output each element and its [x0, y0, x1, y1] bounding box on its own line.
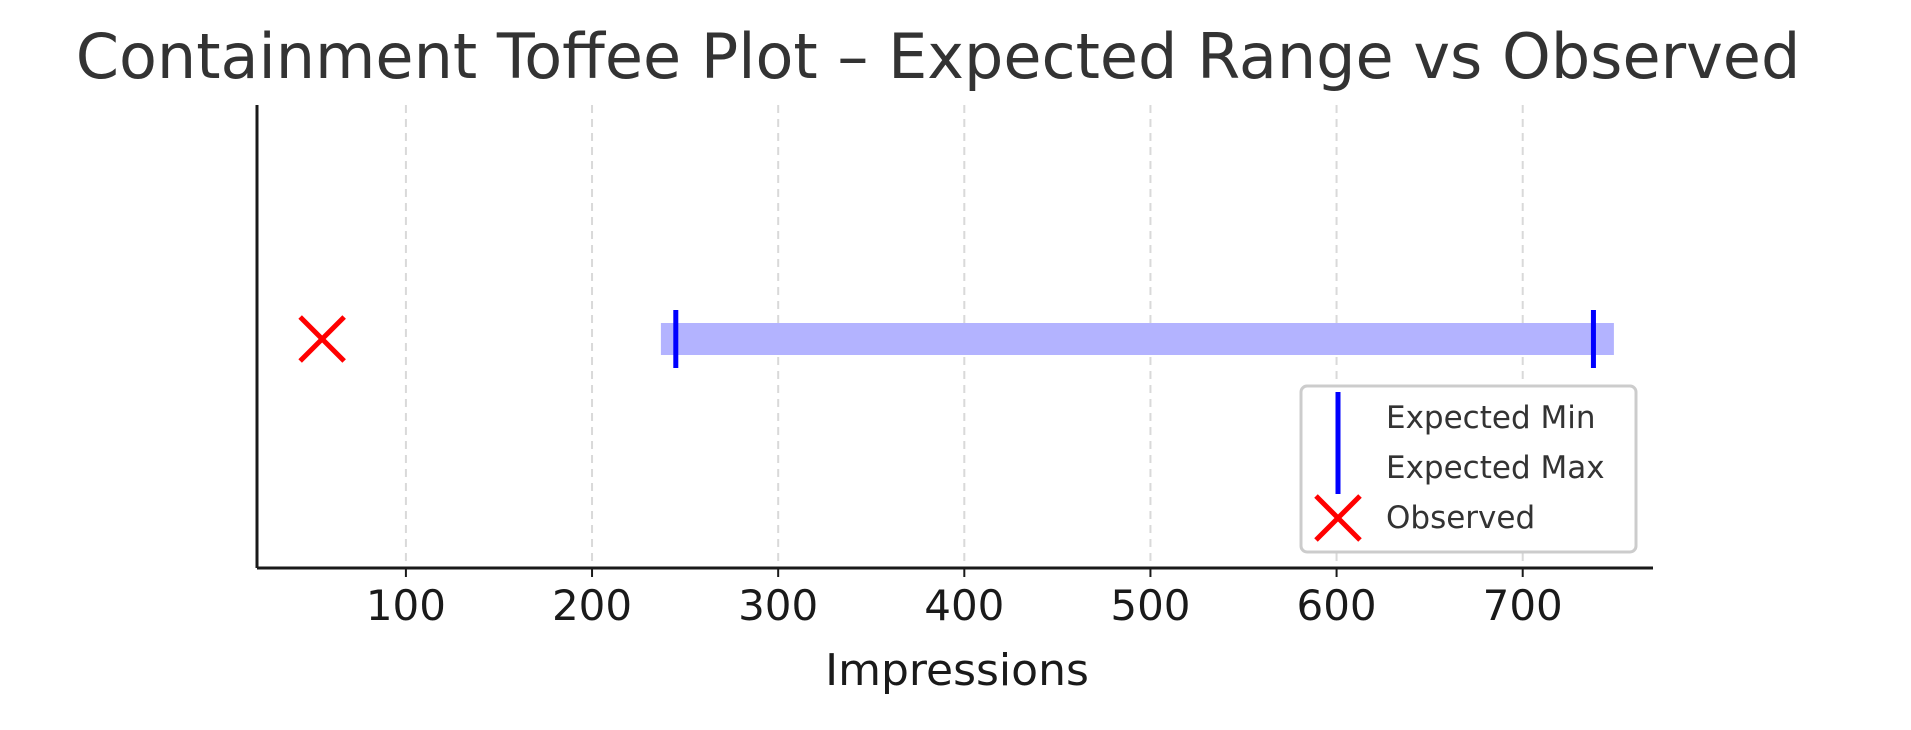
x-tick-label: 300: [738, 581, 818, 630]
x-tick-label: 100: [366, 581, 446, 630]
legend-box: [1299, 384, 1638, 554]
expected-range-band: [660, 323, 1614, 355]
legend: Expected Min Expected Max Observed: [1299, 384, 1638, 554]
x-tick-label: 600: [1296, 581, 1376, 630]
legend-label: Observed: [1386, 500, 1535, 536]
expected-range-band-group: [660, 323, 1614, 355]
x-tick-label: 700: [1483, 581, 1563, 630]
legend-label: Expected Min: [1386, 400, 1596, 436]
axes: [255, 105, 1653, 570]
chart-title: Containment Toffee Plot – Expected Range…: [76, 20, 1801, 93]
x-tick-label: 500: [1110, 581, 1190, 630]
data-marks: [298, 310, 1596, 368]
x-ticks: 100 200 300 400 500 600 700: [366, 568, 1563, 630]
legend-x-icon: [1314, 494, 1362, 542]
x-tick-label: 200: [552, 581, 632, 630]
x-tick-label: 400: [924, 581, 1004, 630]
x-axis-label: Impressions: [825, 645, 1089, 696]
legend-label: Expected Max: [1386, 450, 1605, 486]
observed-marker-stroke: [298, 315, 346, 363]
legend-x-stroke: [1314, 494, 1362, 542]
observed-marker: [298, 315, 346, 363]
